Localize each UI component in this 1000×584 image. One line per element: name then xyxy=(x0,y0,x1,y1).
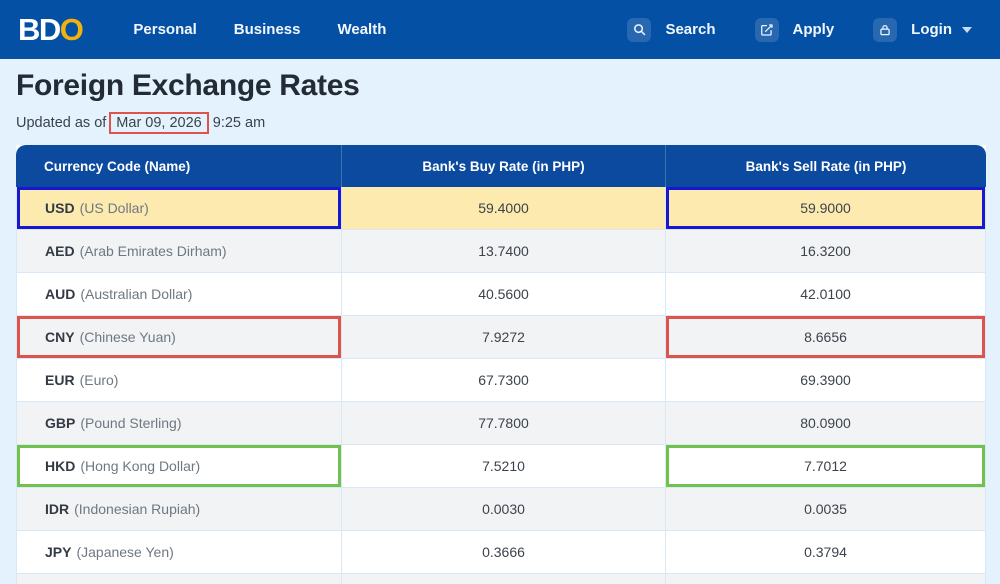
table-row-jpy: JPY (Japanese Yen) 0.3666 0.3794 xyxy=(16,531,986,574)
table-row-partial xyxy=(16,574,986,584)
buy-rate-cell: 0.0030 xyxy=(342,488,666,531)
search-icon[interactable] xyxy=(627,17,652,42)
table-row-eur: EUR (Euro) 67.7300 69.3900 xyxy=(16,359,986,402)
table-row-usd: USD (US Dollar) 59.4000 59.9000 xyxy=(16,187,986,230)
currency-cell: AUD (Australian Dollar) xyxy=(16,273,342,316)
sell-rate-cell: 0.3794 xyxy=(666,531,986,574)
sell-rate-cell: 42.0100 xyxy=(666,273,986,316)
buy-rate-cell: 13.7400 xyxy=(342,230,666,273)
updated-date-red-box: Mar 09, 2026 xyxy=(109,112,209,134)
logo-bd: BD xyxy=(18,12,61,47)
currency-cell xyxy=(16,574,342,584)
nav-links: Personal Business Wealth xyxy=(133,21,386,38)
header-currency: Currency Code (Name) xyxy=(16,145,342,187)
nav-actions: Search Apply Login xyxy=(627,17,972,42)
table-row-cny: CNY (Chinese Yuan) 7.9272 8.6656 xyxy=(16,316,986,359)
buy-rate-cell: 40.5600 xyxy=(342,273,666,316)
table-header-row: Currency Code (Name) Bank's Buy Rate (in… xyxy=(16,145,986,187)
sell-rate-cell: 8.6656 xyxy=(666,316,986,359)
updated-time: 9:25 am xyxy=(212,115,266,131)
buy-rate-cell: 77.7800 xyxy=(342,402,666,445)
top-navbar: BD O Personal Business Wealth Search xyxy=(0,0,1000,59)
fx-rates-table: Currency Code (Name) Bank's Buy Rate (in… xyxy=(16,145,986,584)
sell-rate-cell xyxy=(666,574,986,584)
sell-rate-cell: 59.9000 xyxy=(666,187,986,230)
table-row-aud: AUD (Australian Dollar) 40.5600 42.0100 xyxy=(16,273,986,316)
search-label: Search xyxy=(665,21,716,38)
currency-cell: HKD (Hong Kong Dollar) xyxy=(16,445,342,488)
table-row-gbp: GBP (Pound Sterling) 77.7800 80.0900 xyxy=(16,402,986,445)
sell-rate-cell: 80.0900 xyxy=(666,402,986,445)
table-row-aed: AED (Arab Emirates Dirham) 13.7400 16.320… xyxy=(16,230,986,273)
table-row-hkd: HKD (Hong Kong Dollar) 7.5210 7.7012 xyxy=(16,445,986,488)
apply-edit-icon[interactable] xyxy=(754,17,779,42)
buy-rate-cell: 7.5210 xyxy=(342,445,666,488)
lock-icon[interactable] xyxy=(873,17,898,42)
page-title: Foreign Exchange Rates xyxy=(16,69,360,102)
sell-rate-cell: 16.3200 xyxy=(666,230,986,273)
bdo-logo[interactable]: BD O xyxy=(18,12,84,47)
buy-rate-cell: 7.9272 xyxy=(342,316,666,359)
buy-rate-cell: 59.4000 xyxy=(342,187,666,230)
updated-prefix: Updated as of xyxy=(16,115,107,131)
nav-link-personal[interactable]: Personal xyxy=(133,21,197,38)
sell-rate-cell: 7.7012 xyxy=(666,445,986,488)
login-button[interactable]: Login xyxy=(873,17,972,42)
search-button[interactable]: Search xyxy=(627,17,716,42)
buy-rate-cell: 0.3666 xyxy=(342,531,666,574)
chevron-down-icon[interactable] xyxy=(962,26,972,33)
currency-cell: CNY (Chinese Yuan) xyxy=(16,316,342,359)
buy-rate-cell: 67.7300 xyxy=(342,359,666,402)
apply-button[interactable]: Apply xyxy=(754,17,835,42)
updated-line: Updated as of Mar 09, 2026 9:25 am xyxy=(16,110,985,136)
header-sell-rate: Bank's Sell Rate (in PHP) xyxy=(666,145,986,187)
apply-label: Apply xyxy=(792,21,835,38)
currency-cell: JPY (Japanese Yen) xyxy=(16,531,342,574)
currency-cell: USD (US Dollar) xyxy=(16,187,342,230)
main-content: Foreign Exchange Rates Updated as of Mar… xyxy=(0,59,1000,584)
nav-link-wealth[interactable]: Wealth xyxy=(337,21,387,38)
login-label: Login xyxy=(911,21,952,38)
currency-cell: IDR (Indonesian Rupiah) xyxy=(16,488,342,531)
nav-link-business[interactable]: Business xyxy=(233,21,301,38)
buy-rate-cell xyxy=(342,574,666,584)
sell-rate-cell: 0.0035 xyxy=(666,488,986,531)
header-buy-rate: Bank's Buy Rate (in PHP) xyxy=(342,145,666,187)
currency-cell: EUR (Euro) xyxy=(16,359,342,402)
currency-cell: GBP (Pound Sterling) xyxy=(16,402,342,445)
logo-o: O xyxy=(59,12,84,47)
currency-cell: AED (Arab Emirates Dirham) xyxy=(16,230,342,273)
sell-rate-cell: 69.3900 xyxy=(666,359,986,402)
table-row-idr: IDR (Indonesian Rupiah) 0.0030 0.0035 xyxy=(16,488,986,531)
